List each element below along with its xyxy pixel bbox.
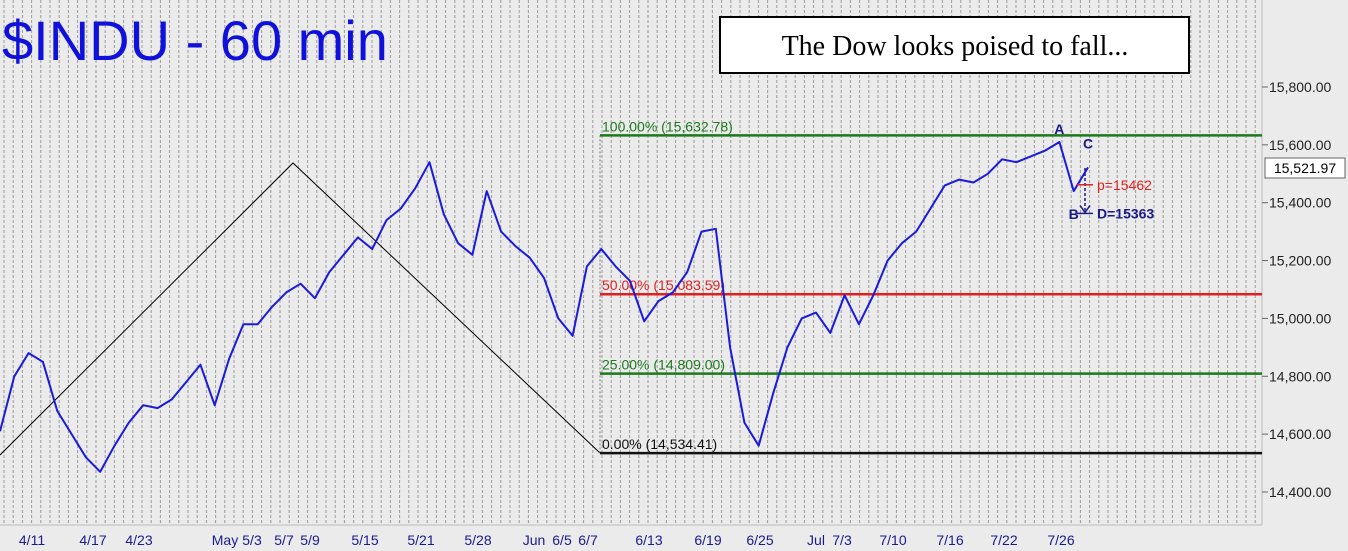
y-tick-label: 14,600.00: [1269, 426, 1331, 442]
wave-point-label: A: [1054, 121, 1064, 137]
x-tick-label: May: [212, 532, 238, 548]
target-label: D=15363: [1097, 205, 1154, 221]
abcd-annotations: A B Cp=15462 D=15363: [1054, 121, 1154, 222]
x-tick-label: 5/3: [242, 532, 262, 548]
price-axis: 14,400.00 14,600.00 14,800.00 15,000.00 15,2…: [1262, 79, 1331, 500]
x-tick-label: 7/26: [1047, 532, 1074, 548]
x-tick-label: 7/16: [936, 532, 963, 548]
x-tick-label: 4/17: [79, 532, 106, 548]
chart-pattern-lines: [0, 162, 601, 456]
x-tick-label: 7/3: [832, 532, 852, 548]
y-tick-label: 15,000.00: [1269, 310, 1331, 326]
y-tick-label: 15,800.00: [1269, 79, 1331, 95]
last-value-box: [1264, 157, 1346, 179]
last-value-label: 15,521.97: [1274, 160, 1336, 176]
fib-level-label: 0.00% (14,534.41): [602, 436, 717, 452]
target-label: p=15462: [1097, 177, 1152, 193]
last-value-badge: 15,521.97: [1264, 157, 1346, 179]
chart-title: $INDU - 60 min: [2, 9, 388, 72]
x-tick-label: Jun: [523, 532, 546, 548]
x-tick-label: 6/5: [552, 532, 572, 548]
x-tick-label: 4/11: [19, 532, 45, 548]
fib-level-label: 25.00% (14,809.00): [602, 357, 725, 373]
y-tick-label: 15,400.00: [1269, 195, 1331, 211]
wave-point-label: C: [1083, 135, 1093, 151]
wave-point-label: B: [1069, 206, 1079, 222]
y-tick-label: 14,800.00: [1269, 368, 1331, 384]
date-gridlines: [3, 0, 1256, 525]
x-tick-label: 4/23: [125, 532, 152, 548]
fib-level-label: 100.00% (15,632.78): [602, 118, 733, 134]
x-tick-label: 7/22: [990, 532, 1017, 548]
x-tick-label: 5/28: [464, 532, 491, 548]
annotation-frame: [719, 16, 1190, 74]
fibonacci-retracement: 100.00% (15,632.78) 50.00% (15,083.59) 25.…: [599, 118, 1262, 455]
annotation-text: The Dow looks poised to fall...: [782, 31, 1129, 62]
x-tick-label: 6/19: [694, 532, 721, 548]
x-tick-label: 5/9: [300, 532, 320, 548]
x-tick-label: Jul: [807, 532, 825, 548]
price-series: [0, 141, 1089, 473]
y-tick-label: 14,400.00: [1269, 484, 1331, 500]
pattern-line: [0, 162, 601, 456]
x-tick-label: 5/15: [351, 532, 378, 548]
x-tick-label: 5/21: [407, 532, 434, 548]
y-tick-label: 15,200.00: [1269, 253, 1331, 269]
x-tick-label: 7/10: [879, 532, 906, 548]
y-tick-label: 15,600.00: [1269, 137, 1331, 153]
target-arrow-head: [1079, 204, 1091, 214]
price-line: [0, 141, 1089, 473]
fib-level-label: 50.00% (15,083.59): [602, 277, 725, 293]
time-axis: 4/11 4/17 4/23 May 5/3 5/7 5/9 5/15 5/21 5/28 Jun 6…: [19, 532, 1075, 548]
annotation-box: The Dow looks poised to fall...: [719, 16, 1190, 74]
x-tick-label: 6/13: [635, 532, 662, 548]
x-tick-label: 6/7: [578, 532, 598, 548]
x-tick-label: 5/7: [274, 532, 294, 548]
x-tick-label: 6/25: [746, 532, 773, 548]
